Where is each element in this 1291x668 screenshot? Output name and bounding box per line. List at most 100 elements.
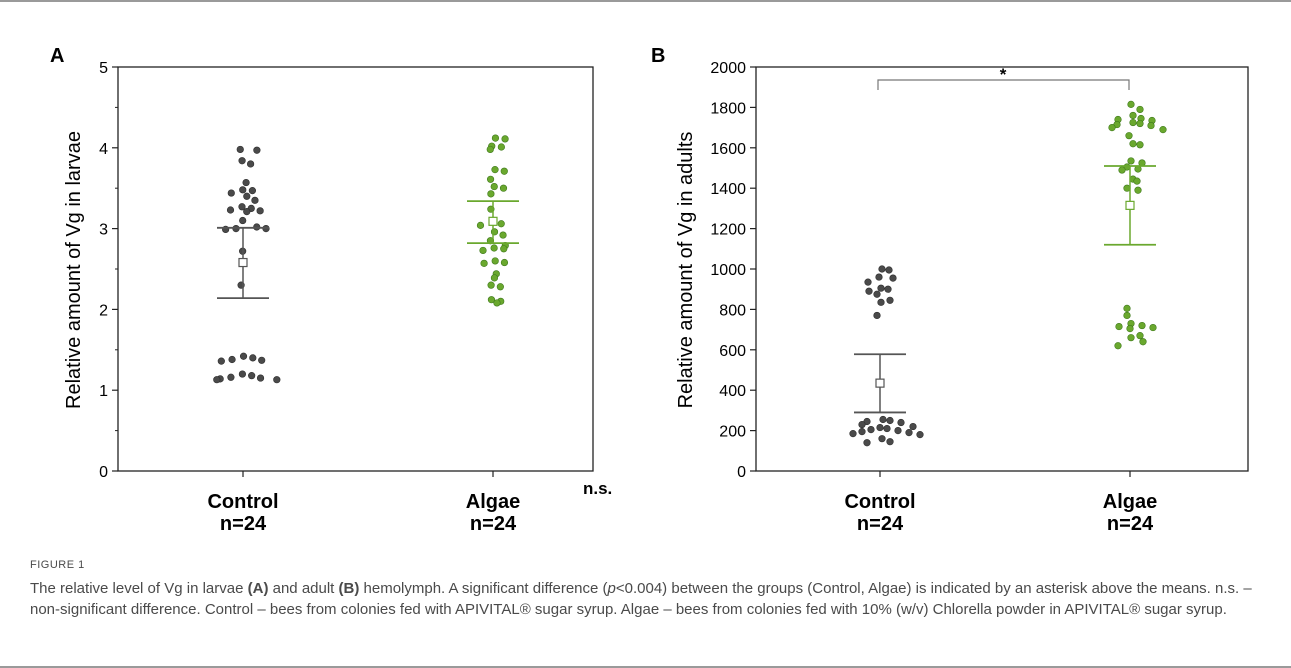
panel-b-algae-point: [1127, 100, 1135, 108]
caption-p-symbol: p: [607, 580, 616, 597]
panel-b-asterisk: *: [1000, 65, 1007, 84]
panel-a-points: [213, 134, 509, 384]
panel-b-control-point: [909, 422, 917, 431]
panel-b-algae-point: [1125, 132, 1133, 140]
panel-a-plot-frame: [117, 66, 594, 472]
panel-a-algae-point: [490, 182, 498, 191]
panel-a-algae-point: [476, 221, 485, 229]
panel-b-algae-point: [1138, 321, 1146, 330]
panel-b-y-tick-label: 800: [719, 302, 746, 319]
panel-b-control-point: [883, 424, 891, 433]
panel-a-control-point: [238, 157, 246, 165]
panel-b-algae-point: [1118, 166, 1126, 174]
panel-a-control-point: [242, 178, 250, 187]
panel-a-algae-point: [490, 274, 499, 282]
panel-a-letter: A: [50, 45, 64, 67]
panel-b-x-label-algae: Algae: [1103, 491, 1157, 513]
panel-a-y-tick-label: 0: [99, 464, 108, 481]
panel-b-y-axis-label: Relative amount of Vg in adults: [675, 132, 697, 409]
panel-b-y-tick-label: 1000: [710, 262, 746, 279]
panel-a-control-point: [226, 206, 235, 214]
panel-b-plot-frame: [755, 66, 1249, 472]
caption-part: <0.004) between the groups (Control, Alg…: [30, 580, 1252, 618]
panel-b-control-point: [897, 418, 905, 427]
panel-b-algae-point: [1136, 141, 1144, 149]
panel-a-control-point: [238, 370, 246, 378]
panel-b-significance-bracket: *: [877, 65, 1130, 90]
panel-a-algae-point: [497, 143, 505, 151]
panel-b-control-point: [873, 311, 881, 320]
panel-b-algae-point: [1134, 186, 1142, 194]
panel-a-control-point: [273, 376, 281, 384]
panel-b-y-tick-label: 0: [737, 464, 746, 481]
panel-a-y-ticks: 0 1 2 3 4 5: [99, 60, 494, 481]
panel-b-control-point: [865, 287, 873, 295]
panel-b-control-point: [889, 274, 897, 282]
panel-b-y-tick-label: 600: [719, 343, 746, 360]
panel-b-control-point: [867, 425, 875, 434]
panel-b-algae-point: [1127, 157, 1135, 165]
panel-b-control-point: [877, 284, 885, 292]
panel-a: A 0 1 2 3 4 5 Relative amount of Vg in larvae…: [50, 45, 612, 535]
panel-a-algae-point: [500, 167, 508, 175]
panel-b-control-point: [886, 438, 894, 446]
panel-a-n-control: n=24: [220, 513, 267, 535]
panel-a-control-point: [243, 208, 251, 216]
panel-b-n-control: n=24: [857, 513, 904, 535]
panel-a-control-point: [213, 376, 221, 384]
panel-b-control-point: [875, 273, 883, 281]
panel-b-control-mean-marker: [875, 378, 885, 388]
panel-a-algae-point: [486, 145, 494, 154]
panel-b-algae-point: [1115, 322, 1123, 331]
panel-a-x-label-control: Control: [207, 491, 278, 513]
panel-b-algae-point: [1139, 338, 1147, 346]
panel-a-error-bars: [217, 200, 519, 299]
panel-b-control-point: [878, 435, 886, 443]
panel-a-y-tick-label: 3: [99, 222, 108, 239]
panel-b-algae-point: [1123, 311, 1131, 320]
panel-b-letter: B: [651, 45, 665, 67]
panel-a-control-point: [258, 356, 266, 364]
panel-b-control-point: [879, 415, 887, 424]
panel-a-algae-point: [491, 134, 500, 142]
panel-b-control-point: [858, 428, 866, 436]
panel-b-control-point: [858, 420, 866, 429]
panel-a-algae-point: [487, 281, 495, 289]
panel-b-algae-point: [1114, 342, 1122, 350]
panel-b-algae-point: [1108, 123, 1116, 132]
bottom-rule: [0, 666, 1291, 668]
panel-a-control-point: [251, 196, 259, 204]
panel-b-control-point: [876, 423, 884, 432]
panel-a-y-tick-label: 4: [99, 141, 108, 158]
panel-b-points: [849, 100, 1167, 447]
panel-b-algae-point: [1129, 118, 1137, 127]
panel-b-control-point: [905, 429, 913, 437]
panel-a-control-point: [236, 145, 244, 154]
panel-a-control-point: [256, 374, 265, 382]
panel-a-control-mean-marker: [238, 257, 248, 268]
caption-part: hemolymph. A significant difference (: [359, 580, 608, 597]
panel-b-y-tick-label: 1800: [710, 100, 746, 117]
panel-a-y-tick-label: 5: [99, 60, 108, 77]
panel-b-y-ticks: 0 200 400 600 800 1000 1200 1400 1600 1800 2000: [710, 60, 1131, 481]
panel-b-y-tick-label: 2000: [710, 60, 746, 77]
panel-a-n-algae: n=24: [470, 513, 517, 535]
panel-b-algae-point: [1133, 177, 1141, 185]
panel-b-control-point: [884, 285, 892, 293]
panel-b-y-tick-label: 1600: [710, 141, 746, 158]
panel-b-error-bars: [854, 165, 1156, 414]
caption-part: The relative level of Vg in larvae: [30, 580, 248, 597]
panel-a-control-point: [239, 352, 248, 360]
panel-a-algae-point: [499, 231, 507, 239]
panel-b-algae-point: [1129, 140, 1137, 148]
panel-b-control-point: [886, 296, 894, 304]
panel-b-algae-point: [1149, 323, 1157, 332]
panel-b-y-tick-label: 1400: [710, 181, 746, 198]
panel-a-control-point: [228, 355, 236, 364]
figure-svg: A 0 1 2 3 4 5 Relative amount of Vg in larvae…: [50, 45, 1249, 535]
panel-b-control-point: [886, 416, 894, 425]
panel-b-y-tick-label: 1200: [710, 222, 746, 239]
panel-b-algae-point: [1147, 121, 1155, 130]
figure-caption: The relative level of Vg in larvae (A) a…: [30, 578, 1260, 620]
